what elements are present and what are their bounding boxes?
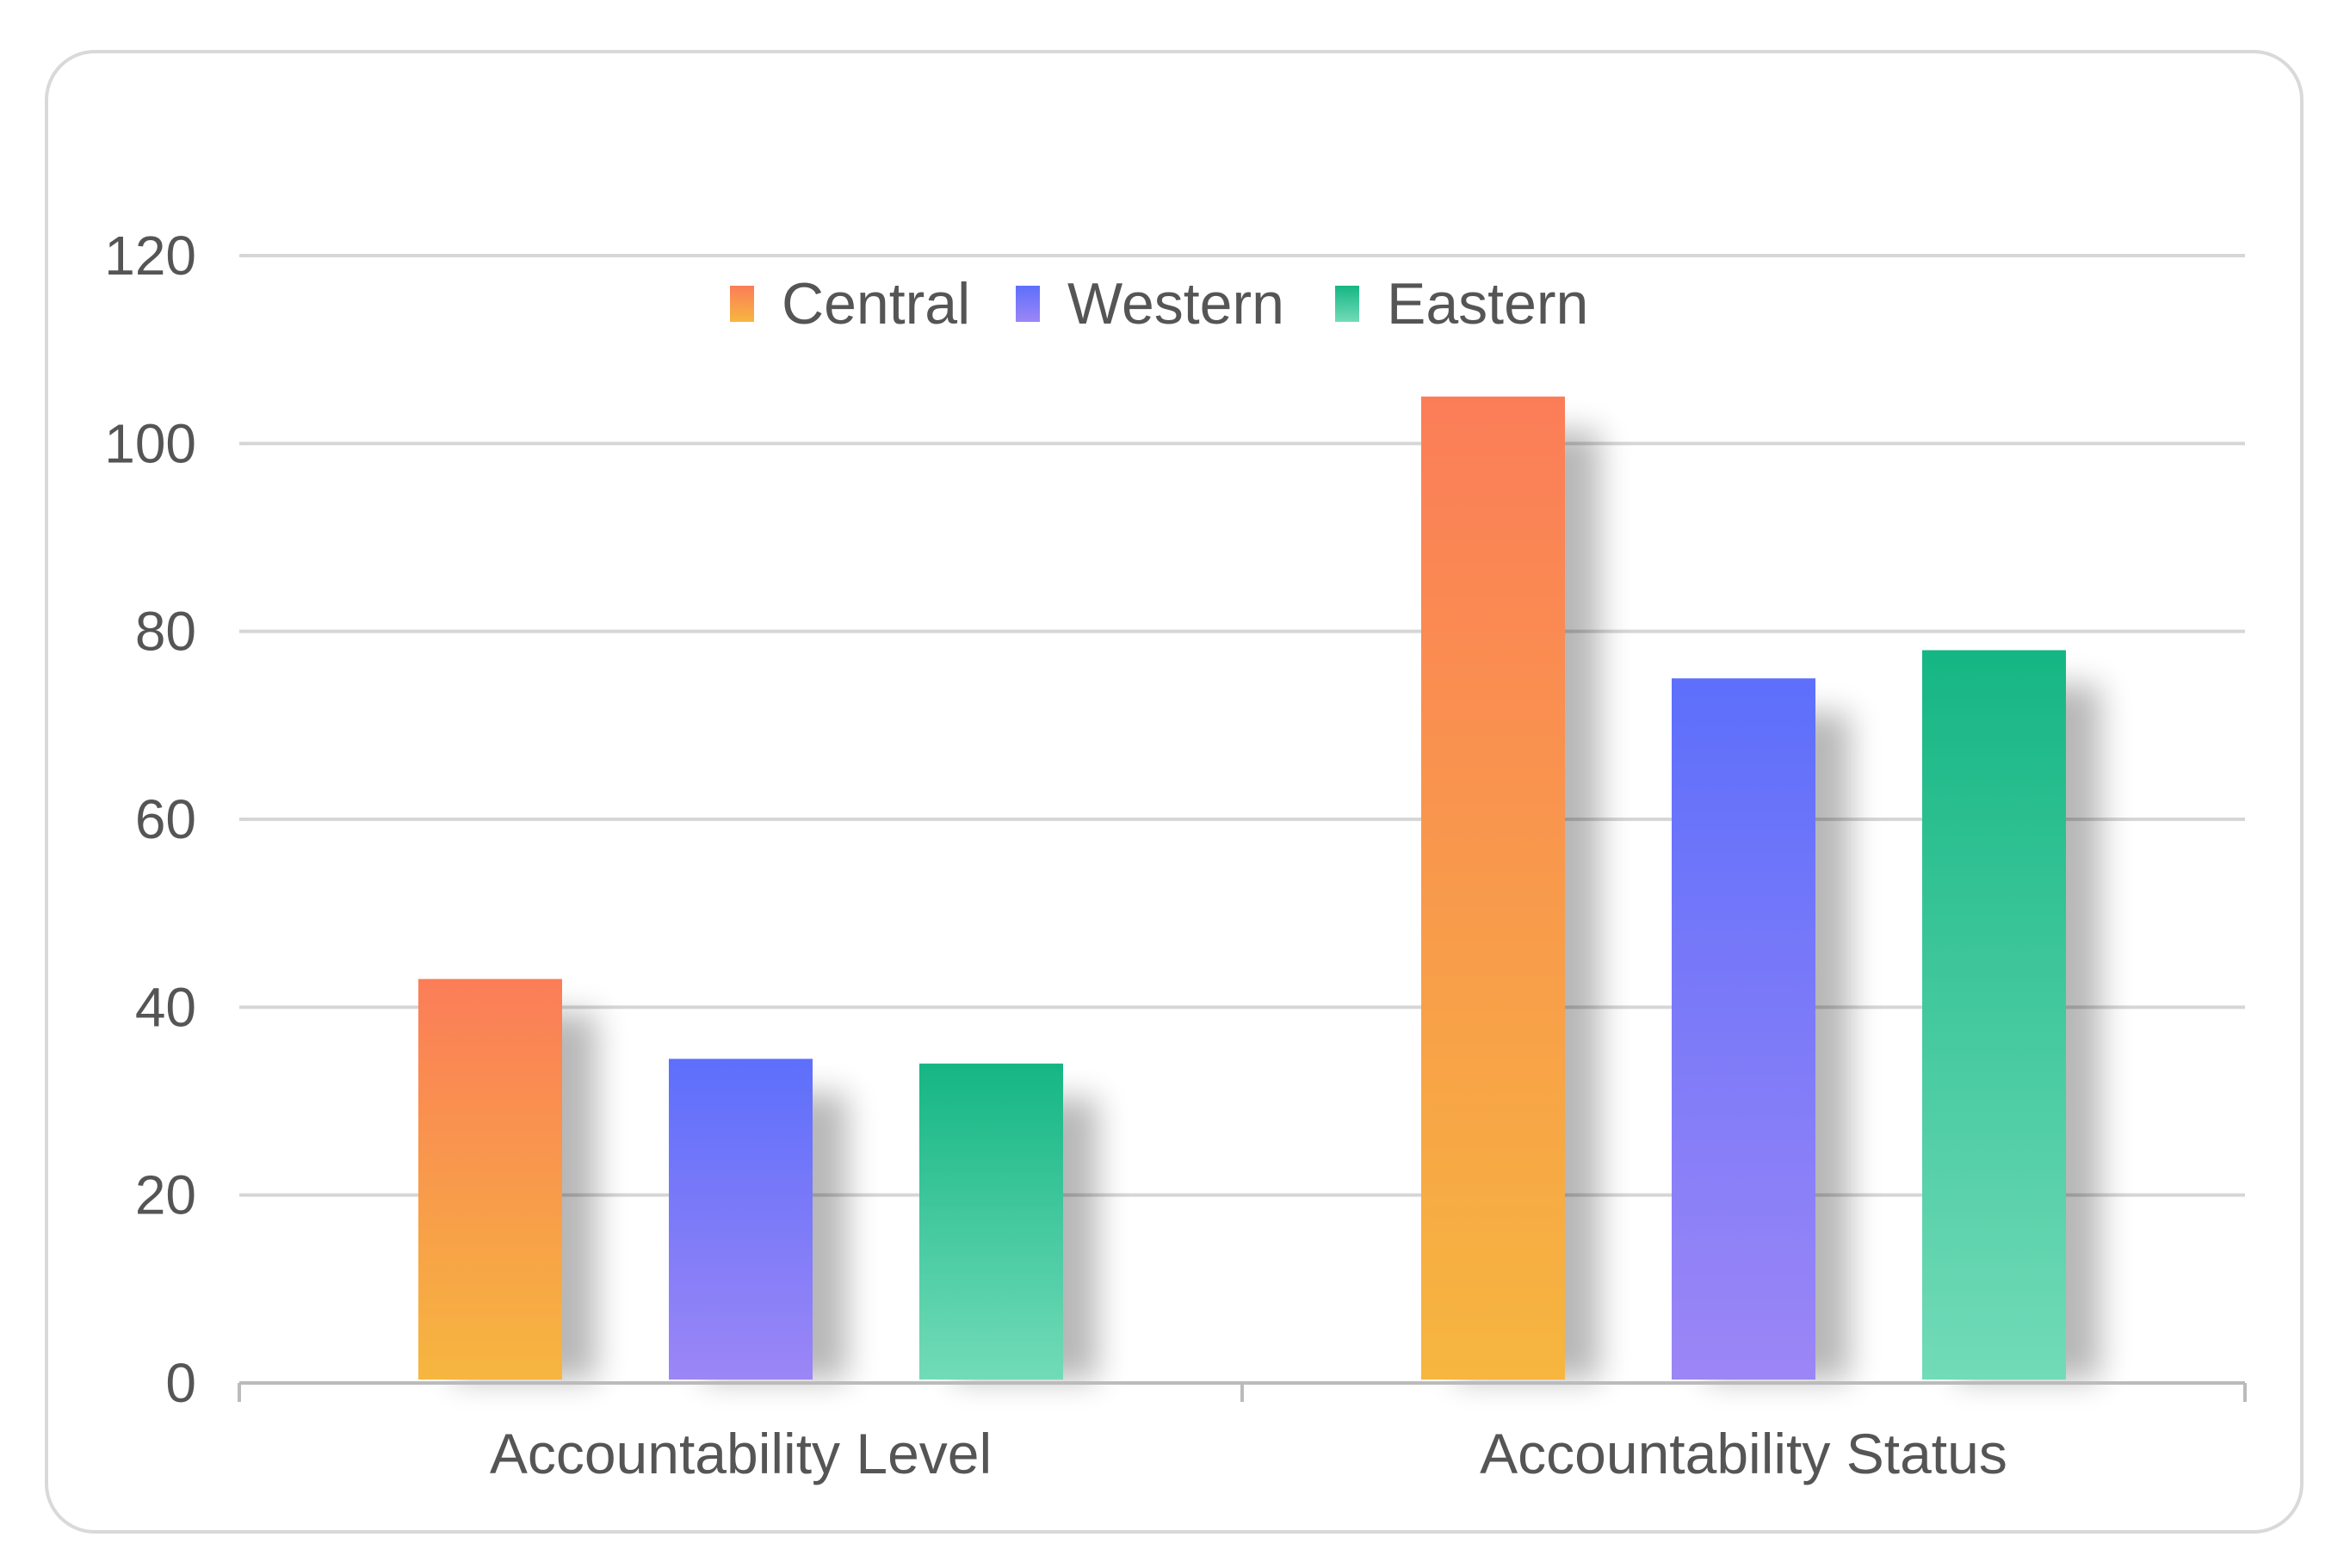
legend-swatch	[1016, 286, 1040, 322]
x-axis-category-labels: Accountability Level Accountability Statu…	[490, 1422, 2007, 1485]
x-axis	[238, 1381, 2247, 1402]
legend-item-eastern[interactable]: Eastern	[1335, 271, 1588, 336]
x-category-label: Accountability Level	[490, 1422, 992, 1485]
y-tick-label: 60	[135, 788, 196, 850]
bar-central-1[interactable]	[418, 978, 562, 1380]
legend-item-central[interactable]: Central	[730, 271, 970, 336]
x-category-label: Accountability Status	[1480, 1422, 2007, 1485]
y-tick-label: 80	[135, 601, 196, 663]
y-tick-label: 0	[165, 1352, 196, 1414]
legend[interactable]: Central Western Eastern	[730, 271, 1588, 336]
y-tick-label: 20	[135, 1164, 196, 1226]
bars	[418, 396, 2066, 1380]
bar-western-1[interactable]	[669, 1059, 813, 1380]
legend-label: Western	[1067, 271, 1284, 336]
legend-label: Eastern	[1387, 271, 1588, 336]
bar-western-2[interactable]	[1672, 678, 1815, 1380]
legend-swatch	[730, 286, 754, 322]
y-tick-label: 100	[104, 412, 196, 474]
y-tick-label: 120	[104, 225, 196, 287]
bar-eastern-1[interactable]	[919, 1063, 1063, 1380]
y-axis-ticks: 0 20 40 60 80 100 120	[104, 225, 196, 1414]
bar-eastern-2[interactable]	[1922, 650, 2066, 1380]
y-tick-label: 40	[135, 976, 196, 1038]
legend-label: Central	[782, 271, 970, 336]
legend-swatch	[1335, 286, 1359, 322]
bar-central-2[interactable]	[1421, 396, 1565, 1380]
legend-item-western[interactable]: Western	[1016, 271, 1284, 336]
